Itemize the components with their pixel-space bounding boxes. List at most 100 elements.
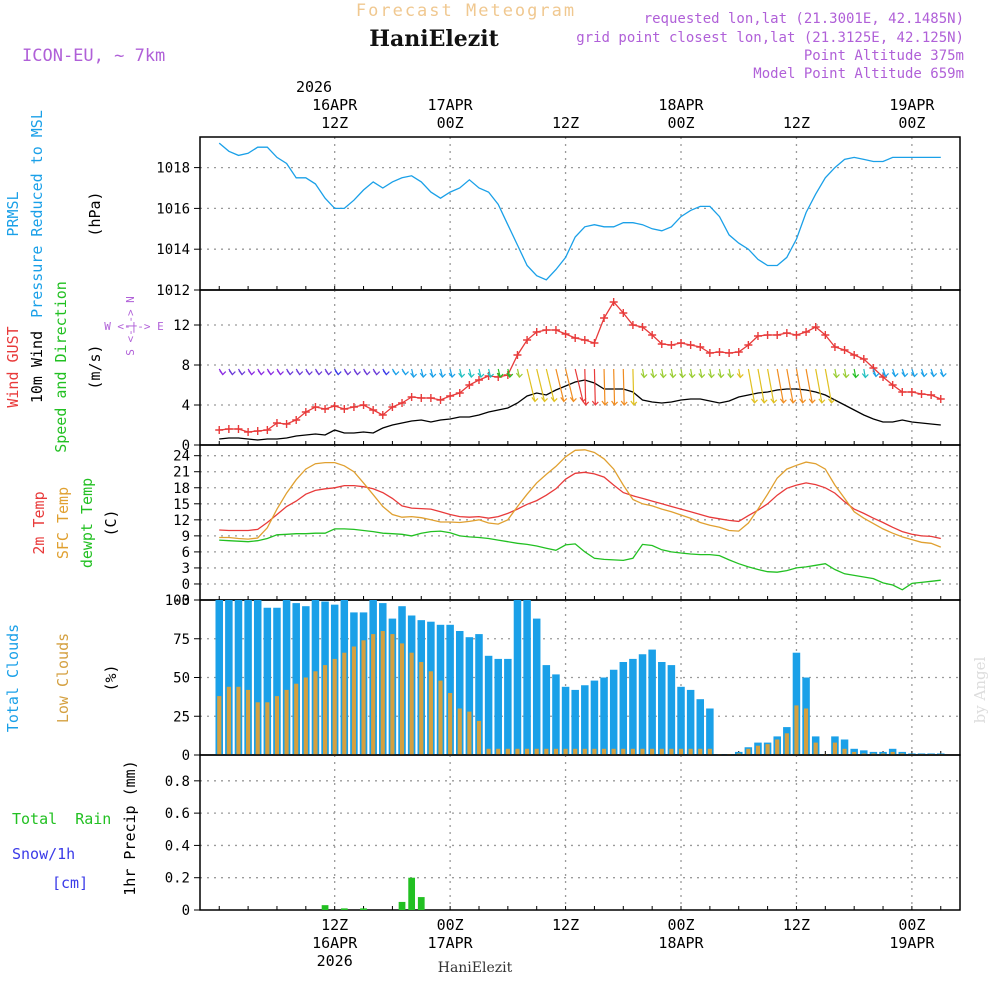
y-tick-label: -3 bbox=[173, 593, 190, 609]
gust-marker bbox=[426, 394, 435, 402]
wind-arrow-head bbox=[707, 373, 715, 379]
wind-arrow bbox=[776, 368, 784, 403]
low-cloud-bar bbox=[842, 748, 847, 755]
low-cloud-bar bbox=[448, 693, 453, 755]
low-cloud-bar bbox=[746, 748, 751, 755]
gust-marker bbox=[753, 332, 762, 340]
gust-marker bbox=[734, 348, 743, 356]
wind-arrow bbox=[786, 368, 794, 403]
total-cloud-bar bbox=[273, 607, 281, 755]
wind-arrow bbox=[555, 368, 565, 402]
wind-arrow bbox=[622, 368, 625, 405]
low-cloud-bar bbox=[515, 748, 520, 755]
wind-arrow-head bbox=[248, 370, 256, 376]
low-cloud-bar bbox=[534, 748, 539, 755]
wind-arrow-head bbox=[257, 370, 265, 376]
wind-arrow bbox=[661, 368, 664, 378]
wind-arrow-head bbox=[286, 370, 294, 376]
gust-marker bbox=[465, 381, 474, 389]
low-cloud-bar bbox=[322, 665, 328, 755]
precip-bar bbox=[408, 877, 416, 910]
precip-bar bbox=[417, 897, 425, 910]
gust-marker bbox=[888, 381, 897, 389]
bottom-time-label: 19APR bbox=[889, 934, 935, 952]
gust-marker bbox=[244, 428, 253, 436]
panel-label: SFC Temp bbox=[54, 487, 72, 559]
bottom-time-label: 16APR bbox=[312, 934, 358, 952]
wind-arrow-head bbox=[799, 398, 807, 404]
wind-arrow bbox=[709, 368, 713, 378]
wind-arrow bbox=[718, 368, 722, 378]
gust-marker bbox=[927, 391, 936, 399]
gust-marker bbox=[590, 339, 599, 347]
wind-arrow-head bbox=[760, 398, 768, 404]
wind-arrow-head bbox=[611, 400, 618, 406]
gust-marker bbox=[542, 326, 551, 334]
total-rain-legend: Total Rain bbox=[12, 810, 111, 828]
total-cloud-bar bbox=[638, 654, 647, 755]
wind-arrow-head bbox=[438, 372, 446, 379]
gust-marker bbox=[292, 416, 301, 424]
low-cloud-bar bbox=[342, 652, 347, 755]
wind-arrow-head bbox=[770, 398, 778, 404]
wind-arrow-head bbox=[852, 373, 860, 379]
gust-marker bbox=[532, 328, 541, 336]
gust-marker bbox=[513, 351, 522, 359]
total-cloud-bar bbox=[860, 750, 868, 755]
temp-line bbox=[219, 528, 941, 591]
model-name: ICON-EU, ~ 7km bbox=[22, 46, 165, 66]
panel-label: PRMSL bbox=[4, 191, 22, 236]
total-cloud-bar bbox=[706, 708, 714, 755]
wind-arrow-head bbox=[882, 372, 890, 378]
gust-marker bbox=[272, 419, 281, 427]
panel-label: (hPa) bbox=[86, 191, 104, 236]
panel-frame bbox=[199, 289, 961, 446]
total-cloud-bar bbox=[840, 739, 849, 755]
top-time-label: 16APR bbox=[312, 96, 358, 114]
low-cloud-bar bbox=[650, 748, 655, 755]
wind-arrow bbox=[805, 368, 813, 403]
wind-arrow-head bbox=[679, 373, 686, 379]
gust-marker bbox=[417, 394, 426, 402]
low-cloud-bar bbox=[486, 748, 491, 755]
wind-arrow-head bbox=[267, 370, 275, 376]
wind-arrow-head bbox=[736, 373, 744, 379]
wind-arrow-head bbox=[601, 400, 609, 406]
wind-arrow-head bbox=[429, 372, 437, 379]
low-cloud-bar bbox=[784, 733, 789, 755]
gust-marker bbox=[455, 389, 464, 397]
top-time-label: 12Z bbox=[783, 114, 810, 132]
total-cloud-bar bbox=[234, 600, 243, 755]
low-cloud-bar bbox=[621, 748, 626, 755]
panel-label: (m/s) bbox=[86, 344, 104, 389]
wind-arrow-head bbox=[334, 370, 342, 376]
wind-arrow-head bbox=[842, 373, 850, 379]
bottom-time-label: 17APR bbox=[428, 934, 474, 952]
wind-compass: S <-|-> N bbox=[124, 296, 137, 356]
low-cloud-bar bbox=[852, 751, 857, 755]
panel-label: (%) bbox=[102, 664, 120, 691]
low-cloud-bar bbox=[284, 689, 289, 755]
clouds-panel: 0 25 50 75 100 bbox=[165, 593, 961, 764]
top-time-label: 12Z bbox=[321, 114, 348, 132]
compass-ns-label: S <-|-> N bbox=[124, 296, 137, 356]
wind-arrow-head bbox=[467, 372, 475, 379]
y-tick-label: 75 bbox=[173, 632, 190, 648]
total-cloud-bar bbox=[696, 699, 705, 755]
gust-marker bbox=[802, 328, 811, 336]
wind-arrow-head bbox=[487, 372, 494, 379]
low-cloud-bar bbox=[630, 748, 635, 755]
low-cloud-bar bbox=[294, 683, 299, 755]
y-tick-label: 0.6 bbox=[165, 806, 190, 822]
temp-line bbox=[219, 449, 942, 548]
wind-arrow-head bbox=[238, 370, 246, 376]
gust-marker bbox=[561, 330, 570, 338]
wind-arrow-head bbox=[669, 373, 677, 379]
wind-arrow bbox=[728, 368, 732, 378]
gust-marker bbox=[349, 403, 358, 411]
panel-label-wrap: (hPa) bbox=[86, 191, 104, 236]
wind-arrow-head bbox=[550, 397, 558, 403]
low-cloud-bar bbox=[505, 748, 510, 755]
total-cloud-bar bbox=[523, 600, 531, 755]
panel-label-wrap: dewpt Temp bbox=[78, 478, 96, 568]
